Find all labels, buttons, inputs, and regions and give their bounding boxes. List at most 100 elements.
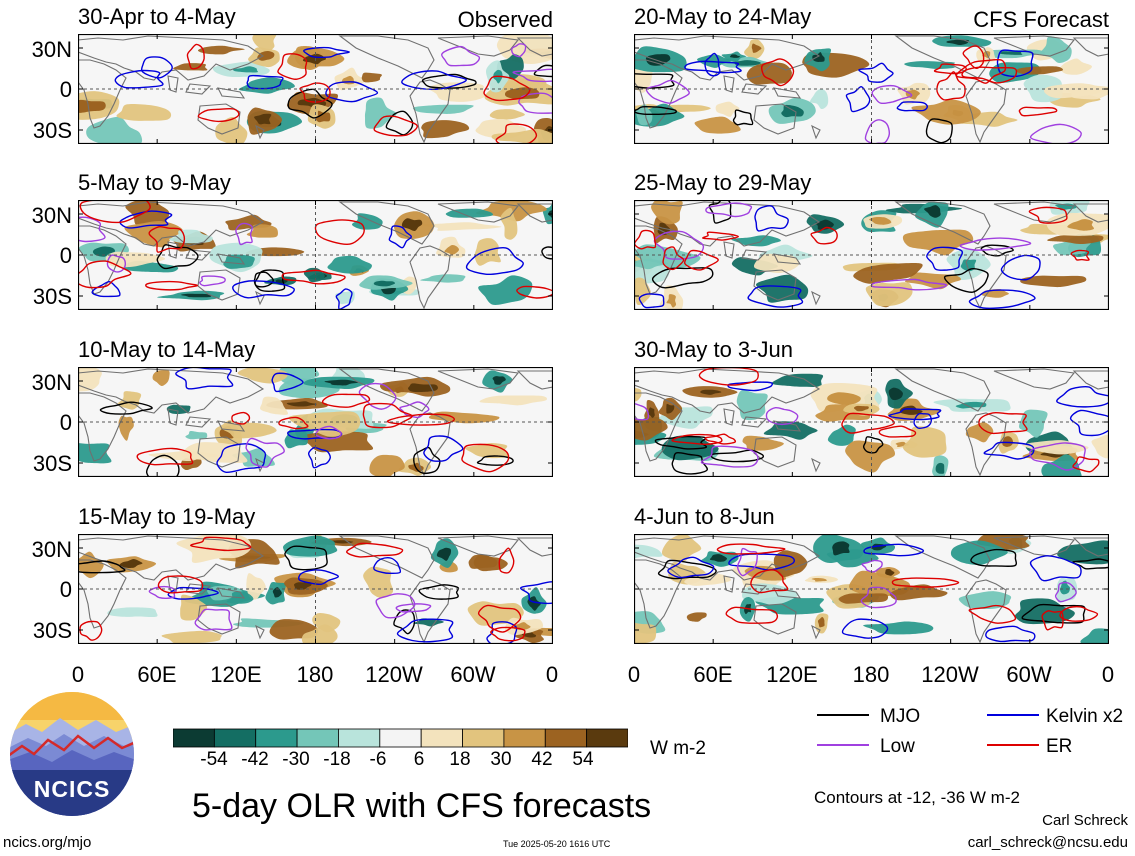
olr-shade-core <box>373 280 396 287</box>
contour-kelvin-x2 <box>114 69 164 89</box>
panel-frame <box>77 366 554 478</box>
olr-shade-blob <box>491 128 565 145</box>
olr-shade-blob <box>827 424 856 446</box>
olr-shade-blob <box>478 275 533 306</box>
olr-shade-core <box>709 554 728 562</box>
contour-mjo <box>287 88 333 119</box>
author-email[interactable]: carl_schreck@ncsu.edu <box>967 834 1128 851</box>
olr-shade-core <box>119 559 143 568</box>
website-link[interactable]: ncics.org/mjo <box>3 834 92 851</box>
legend-label-kelvin: Kelvin x2 <box>1046 706 1124 727</box>
contour-low <box>765 406 799 426</box>
olr-shade-core <box>812 52 825 62</box>
coastline <box>894 535 991 579</box>
contour-er <box>148 225 186 253</box>
map-panel-7 <box>609 366 1118 483</box>
olr-shade-core <box>888 387 903 401</box>
coastline <box>1072 370 1110 390</box>
contour-er <box>516 285 555 299</box>
contour-er <box>725 606 779 624</box>
olr-shade-blob <box>853 263 923 284</box>
olr-shade-blob <box>958 591 1012 609</box>
contour-er <box>891 577 960 588</box>
panel-title-7: 30-May to 3-Jun <box>634 337 793 362</box>
olr-shade-blob <box>176 532 252 563</box>
coastlines <box>633 35 1110 144</box>
author: Carl Schreck <box>1042 812 1128 829</box>
olr-shade-core <box>924 205 941 218</box>
colorbar-swatch <box>338 728 381 748</box>
lat-label-30n: 30N <box>31 203 72 228</box>
olr-shade-blob <box>1039 36 1072 64</box>
coastline <box>437 201 520 223</box>
contour-er <box>299 82 331 103</box>
coastline <box>633 35 821 81</box>
olr-shade-blob <box>468 554 498 569</box>
contour-er <box>278 416 309 430</box>
coastline <box>516 537 554 557</box>
olr-shade-blob <box>1020 275 1087 288</box>
coastline <box>723 575 735 593</box>
panel-frame <box>633 533 1110 645</box>
olr-shade-core <box>811 577 827 582</box>
coastline <box>965 579 1007 644</box>
olr-shade-blob <box>152 369 170 387</box>
contour-er <box>1018 106 1058 117</box>
contour-mjo <box>156 244 199 270</box>
contour-er <box>1028 206 1068 224</box>
coastline <box>723 241 735 259</box>
panel-title-8: 4-Jun to 8-Jun <box>634 504 775 529</box>
contour-er <box>197 107 240 123</box>
panel-4 <box>64 532 581 650</box>
contour-low <box>645 79 690 104</box>
contour-er <box>698 366 759 386</box>
olr-shade-blob <box>1060 58 1092 75</box>
coastline <box>894 368 991 412</box>
contour-er <box>281 269 346 285</box>
olr-shade-core <box>751 43 762 53</box>
coastline <box>773 87 802 99</box>
units-label: W m-2 <box>650 738 706 759</box>
timestamp: Tue 2025-05-20 1616 UTC <box>503 839 611 849</box>
contour-er <box>190 536 252 552</box>
olr-shade-blob <box>278 362 320 388</box>
contour-er <box>477 604 522 633</box>
contour-er <box>704 433 737 445</box>
olr-shade-blob <box>351 213 383 230</box>
colorbar-tick: 6 <box>413 749 425 770</box>
contour-mjo <box>418 584 460 600</box>
contour-mjo <box>99 401 153 415</box>
coastline <box>993 368 1076 390</box>
map-panel-6 <box>610 196 1113 314</box>
panel-frame <box>633 33 1110 145</box>
contour-kelvin-x2 <box>396 618 454 643</box>
coastline <box>633 201 821 247</box>
lat-label-eq: 0 <box>59 410 72 435</box>
olr-shade-blob <box>753 253 800 274</box>
contour-mjo <box>970 548 1018 567</box>
contour-er <box>683 249 719 271</box>
coastline <box>167 408 179 426</box>
coastline <box>773 587 802 599</box>
contour-er <box>1041 610 1064 631</box>
contour-er <box>157 575 204 594</box>
contour-kelvin-x2 <box>271 372 304 393</box>
coastline <box>77 201 265 247</box>
olr-shade-blob <box>1015 598 1075 625</box>
lon-label: 180 <box>852 662 890 687</box>
contour-low <box>705 202 753 218</box>
contour-mjo <box>385 110 414 136</box>
panel-1 <box>55 28 572 149</box>
contour-low <box>235 222 253 246</box>
map-panel-8 <box>614 531 1135 649</box>
lon-label: 60E <box>137 662 177 687</box>
map-panel-2 <box>48 196 560 311</box>
olr-shade-core <box>401 218 423 232</box>
colorbar-tick: -42 <box>241 749 269 770</box>
panel-frame <box>633 366 1110 478</box>
olr-shade-blob <box>889 584 948 601</box>
olr-shade-blob <box>474 238 501 266</box>
legend-label-low: Low <box>880 736 915 757</box>
coastline <box>77 35 265 81</box>
contour-kelvin-x2 <box>303 46 351 59</box>
